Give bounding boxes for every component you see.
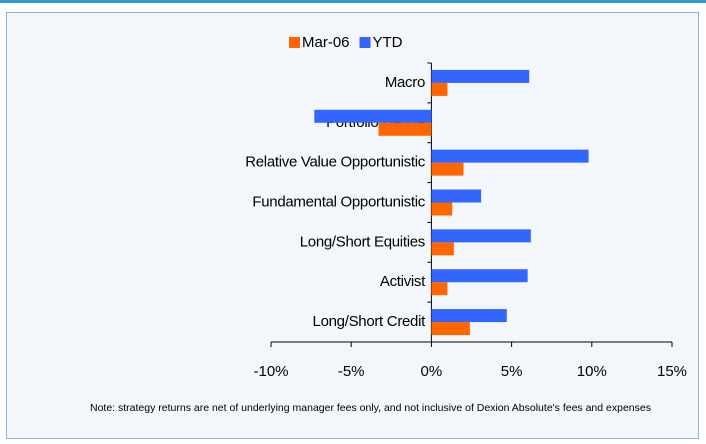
category-label: Macro <box>385 74 425 91</box>
x-tick-label: 10% <box>577 363 607 380</box>
bar <box>431 202 453 216</box>
category-label: Fundamental Opportunistic <box>252 193 425 210</box>
bar <box>378 122 432 136</box>
bar <box>431 269 528 283</box>
legend-label: Mar-06 <box>302 34 350 51</box>
category-label: Relative Value Opportunistic <box>245 154 426 171</box>
bar <box>431 282 448 296</box>
x-tick-label: 5% <box>501 363 523 380</box>
bar <box>431 322 470 336</box>
legend-swatch <box>289 37 300 48</box>
x-tick-label: -5% <box>338 363 365 380</box>
bar <box>431 189 482 203</box>
bar <box>314 109 432 123</box>
bar <box>431 69 530 83</box>
x-tick-label: 0% <box>421 363 443 380</box>
bar <box>431 149 589 163</box>
bar <box>431 309 507 323</box>
chart-panel <box>6 12 699 439</box>
x-tick-label: 15% <box>657 363 687 380</box>
bar <box>431 229 531 243</box>
category-label: Long/Short Equities <box>300 233 425 250</box>
legend-swatch <box>359 37 371 48</box>
category-label: Long/Short Credit <box>313 313 427 330</box>
bar <box>431 162 464 176</box>
note: Note: strategy returns are net of underl… <box>90 402 651 414</box>
bar <box>431 82 448 96</box>
top-bar <box>0 0 706 3</box>
category-label: Activist <box>380 273 426 290</box>
legend-label: YTD <box>373 34 403 51</box>
bar <box>431 242 454 256</box>
x-tick-label: -10% <box>253 363 288 380</box>
